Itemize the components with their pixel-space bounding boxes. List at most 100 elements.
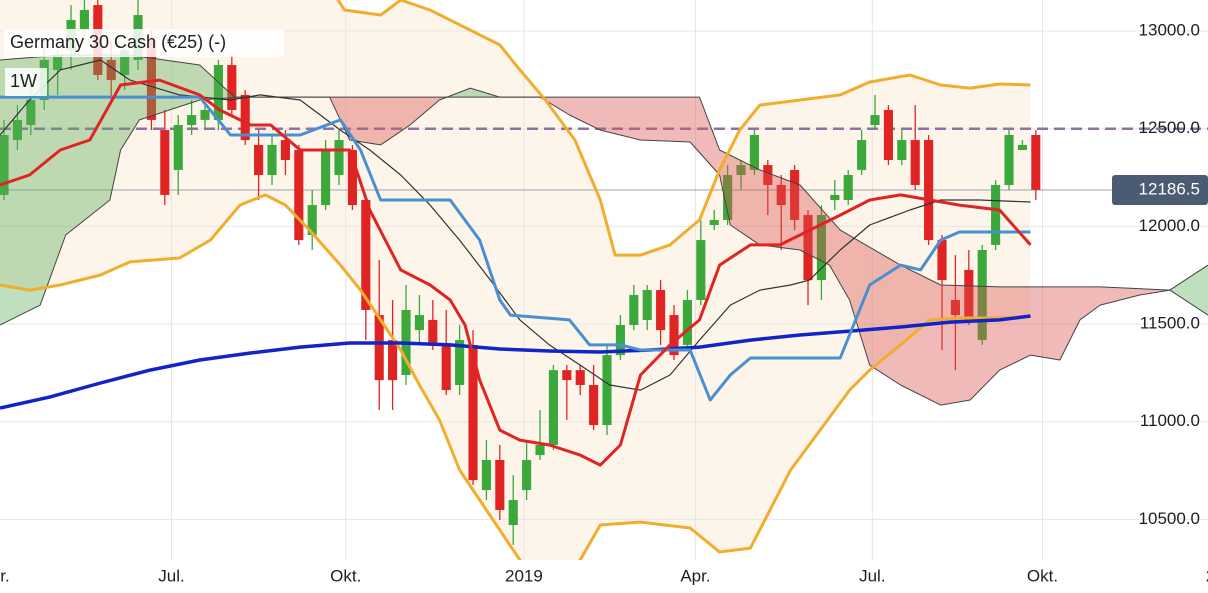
candle-body <box>468 344 478 481</box>
candle-body <box>656 290 666 331</box>
title-box <box>4 29 284 57</box>
candle-body <box>334 140 344 176</box>
candle-body <box>106 59 116 81</box>
candle-body <box>790 169 800 220</box>
x-tick-label: Okt. <box>1027 566 1058 585</box>
candle-body <box>267 144 277 176</box>
candle-body <box>669 315 679 356</box>
candle-body <box>615 325 625 356</box>
candle-body <box>508 500 518 526</box>
x-tick-label: Okt. <box>330 566 361 585</box>
candle-body <box>589 384 599 426</box>
candle-body <box>709 219 719 226</box>
year-label-box <box>1190 562 1208 591</box>
y-tick-label: 11500.0 <box>1140 314 1200 333</box>
candle-body <box>120 50 130 76</box>
candle-body <box>749 134 759 170</box>
x-tick-label: Apr. <box>0 566 10 585</box>
x-tick-label: 2019 <box>505 566 543 585</box>
candle-body <box>696 240 706 301</box>
chart-title: Germany 30 Cash (€25) (-) <box>10 32 226 52</box>
cloud-fill <box>540 97 1169 406</box>
candle-body <box>1031 134 1041 190</box>
candle-body <box>173 125 183 170</box>
candle-body <box>897 140 907 160</box>
candle-body <box>522 459 532 491</box>
candle-body <box>1017 144 1027 151</box>
candle-body <box>0 134 9 195</box>
candle-body <box>629 294 639 326</box>
candle-body <box>294 150 304 241</box>
label-layer: 10500.0 11000.0 11500.0 12000.0 12500.0 13000… <box>0 21 1208 591</box>
candle-body <box>910 140 920 185</box>
candle-body <box>361 200 371 310</box>
y-tick-label: 12500.0 <box>1139 118 1200 137</box>
candle-body <box>495 459 505 510</box>
candle-body <box>455 340 465 385</box>
candle-body <box>977 250 987 341</box>
cloud-fill <box>329 97 447 145</box>
y-tick-label: 10500.0 <box>1139 509 1200 528</box>
band-layer <box>0 0 1030 560</box>
candle-body <box>374 315 384 381</box>
line-layer <box>0 0 1032 560</box>
candle-body <box>53 55 63 70</box>
cloud-span-b <box>0 96 1208 326</box>
candle-body <box>187 115 197 126</box>
candle-body <box>388 340 398 381</box>
x-tick-label: Jul. <box>859 566 885 585</box>
candle-body <box>924 140 934 241</box>
candle-body <box>26 100 36 126</box>
timeframe[interactable]: 1W <box>10 71 37 91</box>
candle-body <box>307 205 317 235</box>
cloud-fill <box>447 88 540 98</box>
moving-average <box>0 314 1031 410</box>
candle-body <box>763 165 773 185</box>
candle-body <box>991 184 1001 245</box>
candle-body <box>200 109 210 120</box>
kijun-line <box>0 95 1031 402</box>
last-price-label: 12186.5 <box>1139 179 1200 198</box>
candle-body <box>964 269 974 320</box>
candle-body <box>12 119 22 141</box>
candle-body <box>441 344 451 391</box>
candle-body <box>575 370 585 385</box>
y-tick-label: 13000.0 <box>1139 21 1200 40</box>
candle-body <box>240 94 250 141</box>
candle-body <box>428 319 438 345</box>
candle-body <box>776 184 786 206</box>
candle-body <box>816 215 826 281</box>
candle-body <box>481 459 491 491</box>
timeframe-box <box>5 68 47 96</box>
x-tick-label: 2020 <box>1206 566 1208 585</box>
candle-body <box>843 175 853 201</box>
candle-body <box>414 315 424 331</box>
candle-body <box>280 140 290 160</box>
candle-body <box>602 355 612 426</box>
candle-body <box>883 109 893 160</box>
candle-body <box>642 290 652 320</box>
candle-body <box>950 300 960 316</box>
cloud-fill <box>1169 265 1208 316</box>
candle-body <box>227 65 237 110</box>
last-price-box <box>1112 174 1208 205</box>
tenkan-line <box>0 78 1032 467</box>
candle-body <box>347 150 357 206</box>
bollinger-lower <box>0 193 1031 560</box>
candle-body <box>160 130 170 195</box>
candle-body <box>535 444 545 456</box>
candle-body <box>213 65 223 120</box>
candle-body <box>830 194 840 201</box>
candle-body <box>254 144 264 176</box>
cloud-fill <box>0 55 329 326</box>
band-fill <box>0 0 1030 560</box>
y-tick-label: 12000.0 <box>1139 216 1200 235</box>
candle-body <box>803 215 813 281</box>
candle-body <box>736 165 746 176</box>
candle-body <box>937 240 947 281</box>
candle-body <box>1004 134 1014 185</box>
candle-body <box>562 370 572 381</box>
candle-body <box>870 115 880 126</box>
